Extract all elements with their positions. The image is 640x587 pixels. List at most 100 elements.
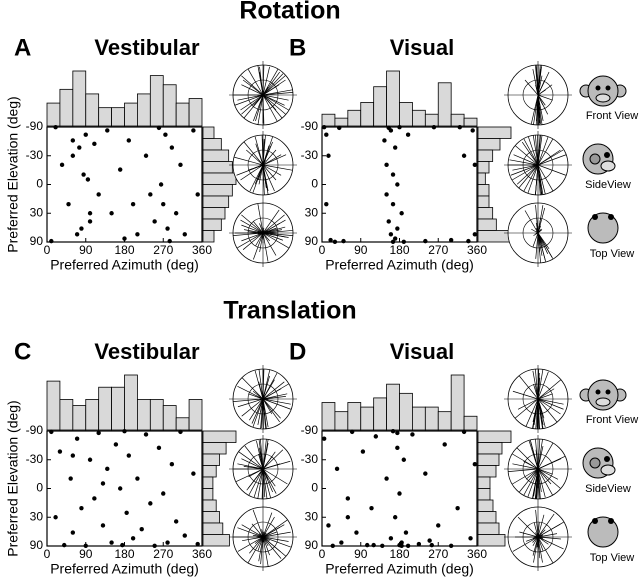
data-point: [423, 471, 428, 476]
y-axis-label: Preferred Elevation (deg): [5, 96, 21, 252]
polar-vector: [237, 527, 264, 538]
polar-vector: [261, 135, 264, 166]
panel-title: Visual: [390, 339, 454, 364]
data-point: [380, 543, 385, 548]
azimuth-hist-bar: [137, 93, 151, 127]
azimuth-hist-bar: [111, 386, 125, 431]
data-point: [163, 132, 168, 137]
elevation-hist-bar: [202, 126, 215, 139]
elevation-hist-bar: [477, 534, 506, 547]
polar-vector: [537, 136, 549, 166]
elevation-hist-bar: [202, 149, 230, 162]
polar-vector: [537, 468, 553, 496]
polar-vector: [254, 136, 264, 166]
polar-vector: [261, 398, 264, 428]
polar-vector: [262, 536, 282, 559]
polar-vector: [262, 164, 282, 176]
polar-vector: [537, 164, 546, 195]
data-point: [332, 239, 338, 244]
azimuth-hist-bar: [437, 411, 452, 431]
data-point: [448, 543, 454, 548]
azimuth-hist-bar: [85, 93, 100, 127]
azimuth-hist-bar: [412, 406, 426, 431]
elevation-hist-bar: [202, 476, 214, 489]
data-point: [83, 132, 88, 137]
polar-vector: [537, 232, 546, 261]
polar-vector: [261, 529, 264, 538]
polar-vector: [243, 94, 264, 119]
polar-vector: [262, 73, 284, 96]
polar-vector: [237, 536, 264, 552]
polar-vector: [262, 375, 270, 400]
azimuth-hist-bar: [347, 402, 362, 431]
data-point: [100, 481, 106, 486]
data-point: [390, 172, 396, 177]
data-point: [360, 449, 366, 454]
polar-vector: [262, 154, 287, 166]
elevation-hist-bar: [477, 465, 497, 478]
data-point: [169, 145, 175, 150]
polar-vector: [240, 219, 264, 234]
data-point: [169, 461, 175, 467]
polar-vector: [233, 232, 264, 236]
polar-vector: [252, 398, 264, 428]
azimuth-hist-bar: [175, 102, 190, 127]
y-tick-label: 0: [36, 177, 43, 191]
elevation-hist-bar: [202, 488, 214, 501]
elevation-hist-bar: [477, 184, 490, 197]
data-point: [326, 153, 331, 158]
azimuth-hist-bar: [424, 406, 439, 431]
data-point: [384, 476, 389, 481]
polar-vector: [262, 94, 278, 122]
data-point: [68, 476, 73, 481]
y-tick-label: -90: [26, 119, 44, 133]
x-tick-label: 90: [79, 243, 93, 257]
data-point: [105, 128, 110, 133]
polar-vector: [262, 65, 265, 96]
data-point: [130, 201, 136, 207]
azimuth-hist-bar: [175, 417, 190, 431]
x-tick-label: 180: [114, 547, 134, 561]
azimuth-hist-bar: [321, 113, 336, 127]
polar-vector: [248, 164, 264, 171]
polar-vector: [537, 536, 554, 563]
top-view-icon: [587, 516, 619, 548]
polar-vector: [537, 442, 554, 470]
elevation-hist-bar: [477, 511, 497, 524]
data-point: [369, 505, 374, 511]
data-point: [70, 153, 76, 158]
polar-vector: [537, 514, 545, 538]
data-point: [395, 445, 400, 451]
data-point: [337, 125, 342, 131]
data-point: [173, 211, 179, 216]
polar-vector: [537, 398, 564, 405]
polar-vector: [537, 456, 566, 470]
polar-vector: [241, 377, 264, 400]
panel-title: Vestibular: [94, 339, 200, 364]
polar-vector: [535, 509, 539, 538]
data-point: [167, 238, 172, 244]
polar-vector: [523, 468, 539, 496]
polar-vector: [241, 232, 264, 242]
polar-vector: [529, 439, 539, 470]
data-point: [388, 232, 394, 237]
y-tick-label: -30: [26, 452, 44, 466]
polar-vector: [537, 398, 561, 415]
polar-vector: [262, 214, 285, 234]
data-point: [70, 530, 76, 535]
polar-vector: [244, 445, 264, 470]
panel-letter: C: [14, 338, 31, 365]
polar-vector: [537, 94, 544, 106]
data-point: [148, 501, 153, 506]
polar-vector: [262, 94, 265, 125]
polar-vector: [532, 536, 539, 547]
azimuth-hist-bar: [360, 102, 375, 127]
polar-vector: [512, 468, 539, 485]
polar-vector: [535, 386, 539, 400]
data-point: [143, 153, 149, 158]
azimuth-hist-bar: [85, 399, 100, 431]
polar-vector: [260, 536, 264, 565]
polar-vector: [262, 398, 291, 410]
data-point: [392, 145, 398, 150]
panel-letter: D: [289, 338, 306, 365]
